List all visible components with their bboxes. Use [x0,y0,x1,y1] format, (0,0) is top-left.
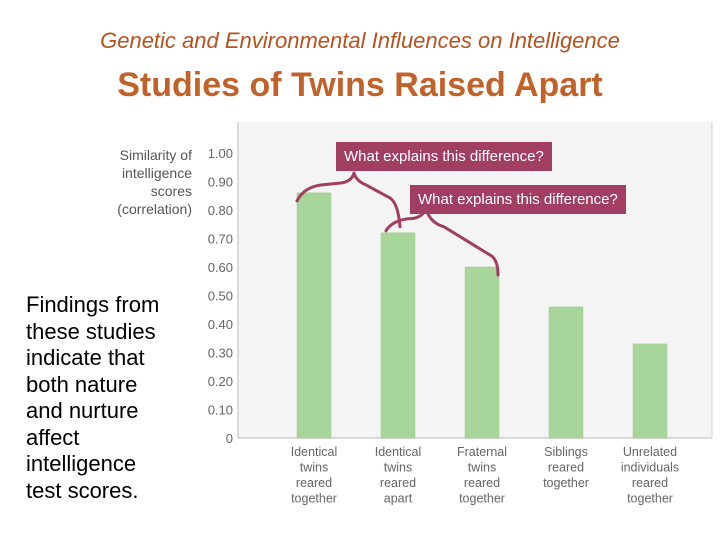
x-category-label-line: apart [384,492,413,506]
slide-supertitle: Genetic and Environmental Influences on … [100,28,620,53]
callout-difference-bottom: What explains this difference? [410,185,626,214]
y-tick-label: 0.50 [208,289,233,304]
x-category-label-line: together [459,492,505,506]
findings-line: both nature [26,371,138,397]
x-category-label-line: Identical [375,445,422,459]
x-category-label-line: twins [300,461,328,475]
x-category-label: Fraternal twins reared together [457,445,507,506]
x-category-label: Identical twins reared apart [375,445,422,506]
findings-text: Findings from these studies indicate tha… [26,292,186,504]
x-category-label-line: individuals [621,461,679,475]
y-tick-label: 0.40 [208,317,233,332]
x-category-label-line: reared [296,476,332,490]
y-axis-label-line: intelligence [121,165,192,181]
y-axis-label-line: Similarity of [119,147,192,163]
slide-title: Studies of Twins Raised Apart [117,66,603,104]
x-category-label: Unrelated individuals reared together [621,445,679,506]
findings-line: intelligence [26,451,137,476]
y-axis-label-line: scores [150,183,192,199]
y-axis-label-line: (correlation) [117,201,192,217]
findings-line: and nurture [26,398,139,423]
y-tick-label: 0.80 [208,203,233,218]
x-category-label-line: reared [632,476,668,490]
x-category-label-line: reared [464,476,500,490]
findings-line: affect [26,424,80,450]
x-category-label-line: together [627,492,673,506]
x-category-label-line: Identical [291,445,338,459]
findings-line: these studies [26,318,156,344]
x-category-label-line: Siblings [544,445,588,459]
x-category-label-line: reared [548,461,584,475]
bar [632,343,668,439]
x-category-label-line: together [543,476,589,490]
x-category-label-line: together [291,492,337,506]
x-category-label-line: reared [380,476,416,490]
x-category-label-line: Unrelated [623,445,677,459]
findings-line: indicate that [26,345,145,370]
x-category-label-line: twins [468,461,496,475]
findings-line: Findings from [26,292,160,317]
findings-line: test scores. [26,477,139,503]
bar [548,306,584,439]
bar [380,232,416,439]
x-category-label: Identical twins reared together [291,445,338,506]
y-tick-label: 0 [226,431,233,446]
y-tick-label: 0.90 [208,175,233,190]
callout-difference-top: What explains this difference? [336,142,552,171]
y-tick-label: 0.30 [208,346,233,361]
x-category-label-line: Fraternal [457,445,507,459]
x-category-label: Siblings reared together [543,445,589,490]
y-tick-label: 1.00 [208,146,233,161]
y-tick-label: 0.60 [208,260,233,275]
y-tick-label: 0.70 [208,232,233,247]
bracket-top [295,171,402,229]
bar [464,266,500,439]
bar [296,192,332,439]
y-tick-label: 0.20 [208,374,233,389]
x-category-label-line: twins [384,461,412,475]
y-axis-label: Similarity of intelligence scores (corre… [100,146,192,218]
y-tick-label: 0.10 [208,403,233,418]
